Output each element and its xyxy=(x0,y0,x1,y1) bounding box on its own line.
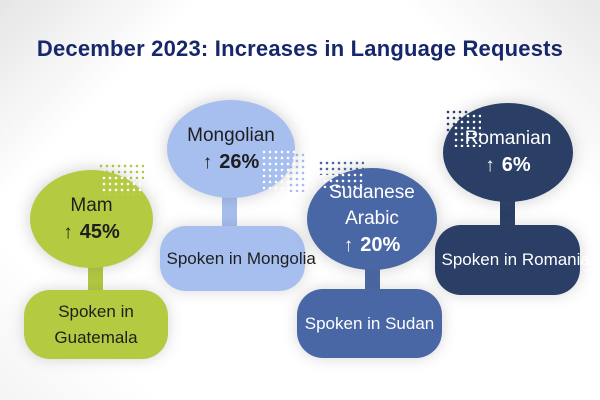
dot-pattern-decoration xyxy=(453,113,481,147)
increase-value: ↑ 20% xyxy=(344,232,401,259)
dot-pattern-decoration xyxy=(261,149,297,193)
percent-label: 6% xyxy=(501,154,531,176)
percent-label: 45% xyxy=(79,220,120,243)
percent-label: 20% xyxy=(360,233,401,256)
increase-value: ↑ 26% xyxy=(203,149,260,176)
dot-pattern-decoration xyxy=(101,175,145,195)
language-name: Mam xyxy=(70,194,113,216)
location-plate: Spoken in Guatemala xyxy=(24,290,168,359)
increase-value: ↑ 6% xyxy=(485,152,530,179)
dot-pattern-decoration xyxy=(322,172,364,188)
location-plate: Spoken in Romania xyxy=(435,225,590,295)
language-name: Mongolian xyxy=(187,124,275,146)
up-arrow-icon: ↑ xyxy=(343,234,354,256)
infographic-title: December 2023: Increases in Language Req… xyxy=(36,36,564,61)
location-label: Spoken in Sudan xyxy=(304,313,435,333)
location-plate: Spoken in Mongolia xyxy=(160,226,316,291)
up-arrow-icon: ↑ xyxy=(485,155,495,176)
percent-label: 26% xyxy=(219,150,260,173)
increase-value: ↑ 45% xyxy=(63,219,120,246)
up-arrow-icon: ↑ xyxy=(63,221,73,243)
location-label: Spoken in Mongolia xyxy=(166,248,316,268)
language-name: Romanian xyxy=(464,128,552,149)
location-label: Spoken in Romania xyxy=(441,250,590,269)
up-arrow-icon: ↑ xyxy=(202,151,213,173)
location-label: Spoken in Guatemala xyxy=(54,301,138,347)
location-plate: Spoken in Sudan xyxy=(297,289,442,358)
